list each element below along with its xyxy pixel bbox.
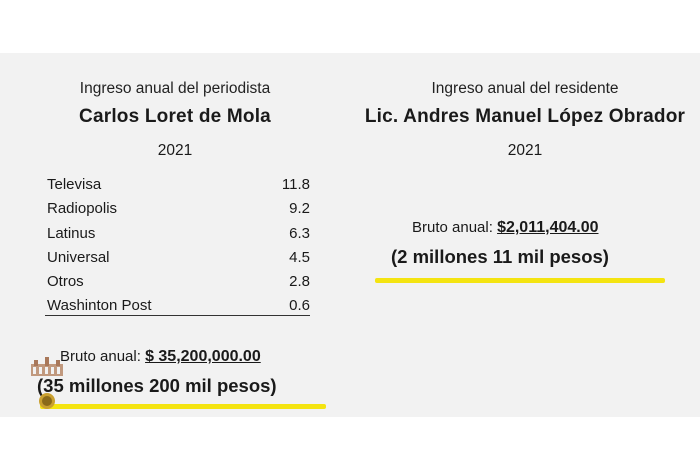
right-year: 2021: [507, 142, 543, 159]
source-value: 0.6: [289, 297, 310, 315]
source-value: 9.2: [289, 200, 310, 218]
total-amount: $ 35,200,000.00: [145, 348, 261, 365]
source-label: Televisa: [47, 176, 102, 193]
highlight-underline: [375, 278, 665, 283]
left-total: Bruto anual: $ 35,200,000.00: [60, 348, 261, 366]
table-divider: [45, 315, 310, 316]
source-label: Latinus: [47, 224, 96, 242]
highlight-underline: [40, 404, 326, 409]
income-table: Televisa 11.8 Radiopolis 9.2 Latinus 6.3…: [47, 176, 313, 322]
right-total-words: (2 millones 11 mil pesos): [391, 246, 609, 267]
table-row: Otros 2.8: [47, 273, 313, 297]
total-label: Bruto anual:: [412, 219, 493, 236]
slide: Ingreso anual del periodista Carlos Lore…: [0, 53, 700, 417]
left-total-words: (35 millones 200 mil pesos): [37, 375, 277, 396]
source-label: Washinton Post: [47, 297, 152, 315]
table-row: Washinton Post 0.6: [47, 297, 313, 321]
left-year: 2021: [157, 142, 193, 159]
right-column: Ingreso anual del residente Lic. Andres …: [350, 53, 700, 417]
source-value: 11.8: [281, 176, 310, 193]
palace-logo-icon: [31, 357, 63, 409]
source-value: 4.5: [289, 248, 310, 266]
table-row: Radiopolis 9.2: [47, 200, 313, 224]
table-row: Televisa 11.8: [47, 176, 313, 200]
left-column: Ingreso anual del periodista Carlos Lore…: [0, 53, 350, 417]
right-total: Bruto anual: $2,011,404.00: [412, 219, 599, 237]
table-row: Latinus 6.3: [47, 225, 313, 249]
source-value: 6.3: [289, 224, 310, 242]
left-name: Carlos Loret de Mola: [79, 106, 271, 127]
total-amount: $2,011,404.00: [497, 219, 599, 236]
right-subtitle: Ingreso anual del residente: [431, 80, 619, 97]
source-label: Radiopolis: [47, 200, 118, 218]
left-subtitle: Ingreso anual del periodista: [79, 80, 271, 97]
table-row: Universal 4.5: [47, 249, 313, 273]
total-label: Bruto anual:: [60, 348, 141, 365]
source-label: Universal: [47, 248, 110, 266]
right-name: Lic. Andres Manuel López Obrador: [364, 106, 686, 127]
source-label: Otros: [47, 273, 84, 291]
source-value: 2.8: [289, 273, 310, 291]
